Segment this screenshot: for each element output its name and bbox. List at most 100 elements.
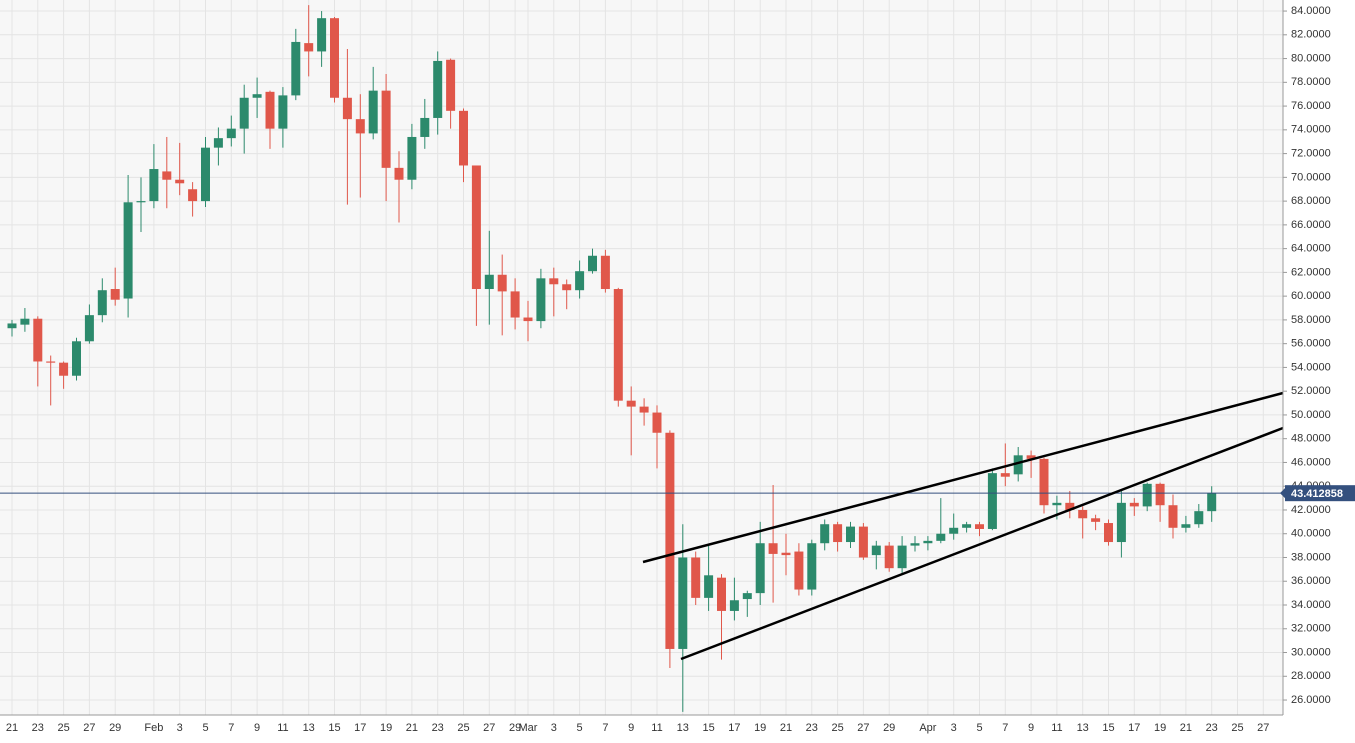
- current-price-label: 43.412858: [1291, 488, 1343, 500]
- y-tick-label: 36.0000: [1291, 575, 1331, 587]
- candle-body: [175, 179, 185, 184]
- x-tick-label: 3: [177, 722, 183, 734]
- candle-body: [575, 271, 585, 291]
- candle-body: [1129, 502, 1139, 507]
- x-tick-label: 3: [551, 722, 557, 734]
- candle-body: [987, 473, 997, 529]
- candle-body: [226, 128, 236, 139]
- candle-body: [201, 147, 210, 202]
- candle-body: [278, 95, 288, 129]
- candle-body: [755, 543, 765, 594]
- candle-body: [549, 278, 559, 285]
- candle-body: [794, 551, 804, 590]
- plot-background: [0, 0, 1283, 715]
- candle-body: [858, 526, 868, 558]
- y-tick-label: 72.0000: [1291, 148, 1331, 160]
- candle-body: [691, 557, 701, 598]
- x-tick-label: 15: [1102, 722, 1114, 734]
- candle-body: [136, 201, 146, 203]
- candle-body: [381, 90, 391, 168]
- y-tick-label: 56.0000: [1291, 338, 1331, 350]
- current-price-arrow: [1280, 488, 1285, 499]
- x-tick-label: 29: [109, 722, 121, 734]
- y-tick-label: 84.0000: [1291, 5, 1331, 17]
- candle-body: [1116, 502, 1126, 543]
- candle-body: [962, 524, 972, 528]
- candle-body: [807, 543, 817, 590]
- x-tick-label: 27: [857, 722, 869, 734]
- x-tick-label: 29: [509, 722, 521, 734]
- candle-body: [1013, 455, 1023, 475]
- candle-body: [97, 290, 107, 316]
- candle-body: [1104, 523, 1113, 543]
- y-tick-label: 54.0000: [1291, 361, 1331, 373]
- candle-body: [652, 412, 662, 433]
- x-tick-label: 21: [6, 722, 18, 734]
- candle-body: [523, 317, 533, 322]
- candle-body: [149, 169, 159, 202]
- candle-body: [1194, 511, 1204, 525]
- candle-body: [936, 533, 946, 541]
- trend-line: [680, 426, 1284, 661]
- x-tick-label: 9: [1028, 722, 1034, 734]
- x-tick-label: 15: [328, 722, 340, 734]
- y-tick-label: 52.0000: [1291, 385, 1331, 397]
- y-tick-label: 32.0000: [1291, 623, 1331, 635]
- x-tick-label: 21: [1180, 722, 1192, 734]
- candle-body: [1168, 505, 1178, 528]
- candle-body: [665, 432, 675, 649]
- candle-body: [742, 593, 752, 600]
- candle-body: [394, 167, 404, 180]
- candle-body: [600, 255, 610, 290]
- candle-body: [884, 545, 894, 569]
- candle-body: [72, 341, 81, 376]
- x-tick-label: 5: [976, 722, 982, 734]
- candle-body: [162, 171, 172, 180]
- candle-body: [368, 90, 378, 134]
- x-tick-label: 29: [883, 722, 895, 734]
- candle-body: [639, 406, 649, 413]
- candle-body: [239, 97, 249, 129]
- y-tick-label: 40.0000: [1291, 528, 1331, 540]
- x-tick-label: 23: [32, 722, 44, 734]
- y-tick-label: 30.0000: [1291, 646, 1331, 658]
- x-tick-label: 15: [702, 722, 714, 734]
- x-tick-label: 27: [83, 722, 95, 734]
- y-tick-label: 80.0000: [1291, 52, 1331, 64]
- x-tick-label: Apr: [919, 722, 936, 734]
- x-tick-label: 25: [57, 722, 69, 734]
- y-tick-label: 70.0000: [1291, 171, 1331, 183]
- x-tick-label: 19: [1154, 722, 1166, 734]
- x-tick-label: 9: [628, 722, 634, 734]
- candle-body: [949, 527, 959, 534]
- y-tick-label: 82.0000: [1291, 29, 1331, 41]
- x-tick-label: 13: [677, 722, 689, 734]
- candle-body: [265, 91, 275, 129]
- candle-body: [923, 540, 933, 544]
- x-tick-label: 23: [432, 722, 444, 734]
- x-tick-label: 19: [754, 722, 766, 734]
- candle-body: [975, 524, 984, 529]
- y-tick-label: 58.0000: [1291, 314, 1331, 326]
- x-tick-label: 17: [354, 722, 366, 734]
- candle-body: [342, 97, 352, 120]
- candle-body: [1078, 509, 1088, 519]
- candle-body: [330, 18, 339, 98]
- candle-body: [355, 119, 365, 134]
- candle-body: [588, 255, 597, 272]
- x-tick-label: 5: [202, 722, 208, 734]
- candle-body: [1000, 473, 1010, 477]
- y-tick-label: 60.0000: [1291, 290, 1331, 302]
- candle-body: [1065, 502, 1075, 510]
- candle-body: [497, 274, 507, 292]
- candle-body: [20, 318, 30, 325]
- candle-body: [1155, 483, 1165, 506]
- x-tick-label: 11: [1051, 722, 1062, 734]
- candle-body: [46, 361, 56, 363]
- y-tick-label: 76.0000: [1291, 100, 1331, 112]
- candle-body: [407, 136, 417, 180]
- candle-body: [213, 138, 223, 148]
- candle-body: [833, 524, 843, 543]
- x-tick-label: 13: [1077, 722, 1089, 734]
